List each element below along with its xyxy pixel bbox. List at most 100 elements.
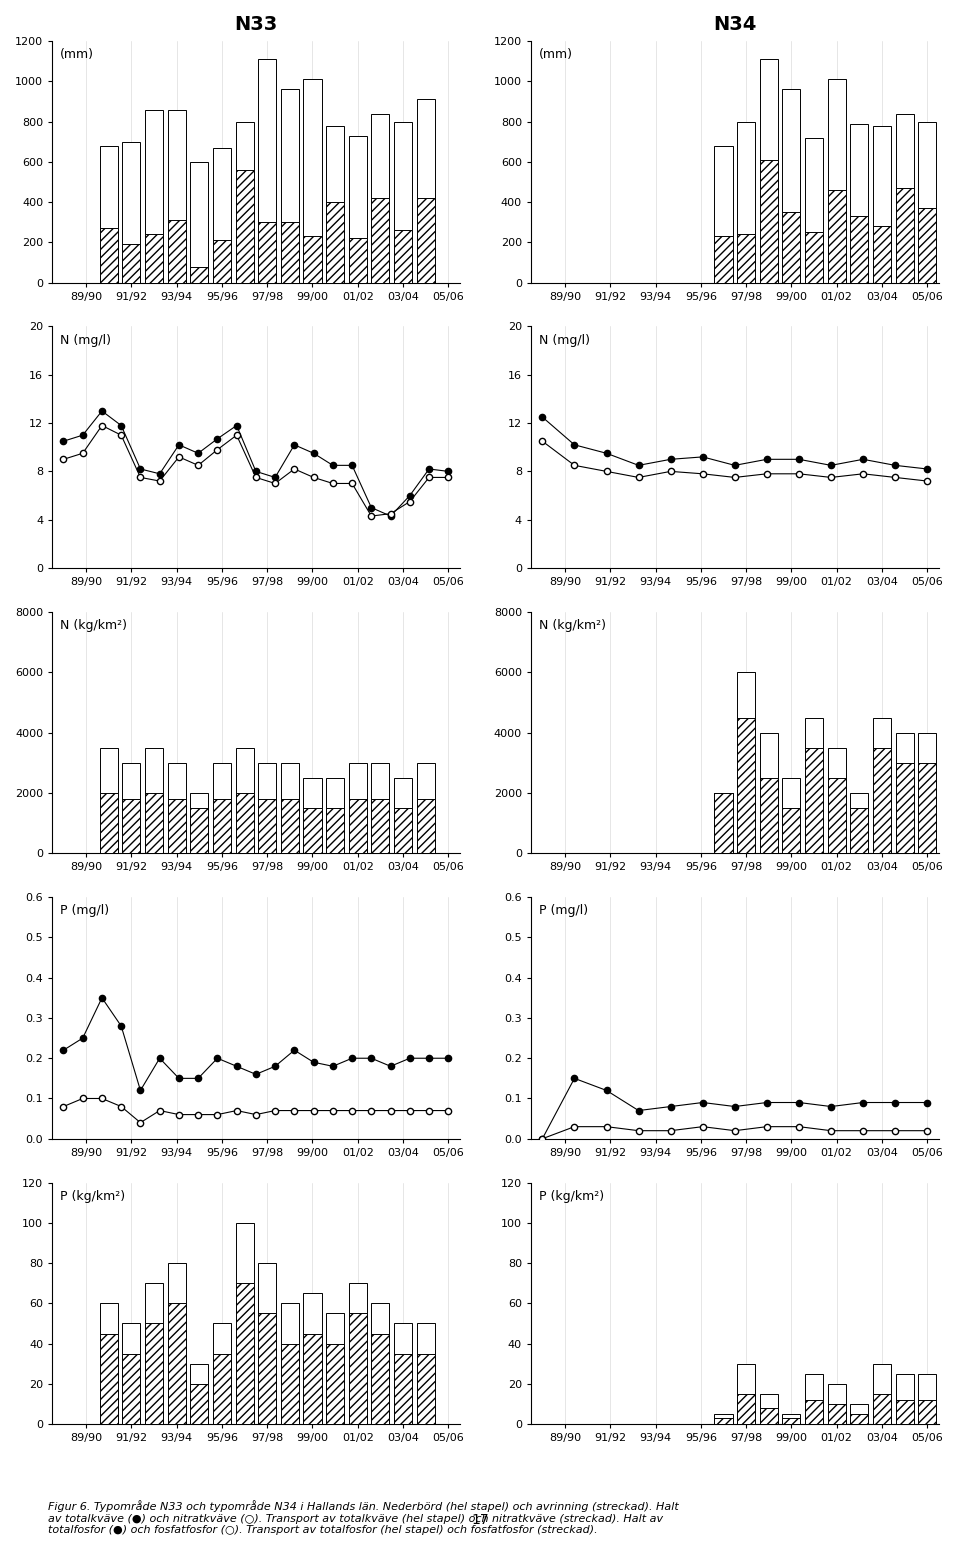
Text: (mm): (mm) [60, 48, 94, 62]
Bar [394, 230, 412, 282]
Bar [190, 1364, 208, 1424]
Bar [213, 762, 231, 853]
Bar [804, 717, 823, 853]
Bar [417, 99, 435, 282]
Bar [235, 748, 253, 853]
Bar [851, 216, 869, 282]
Bar [326, 778, 345, 853]
Bar [348, 1313, 367, 1424]
Bar [372, 114, 390, 282]
Bar [372, 762, 390, 853]
Bar [851, 809, 869, 853]
Bar [714, 793, 732, 853]
Bar [303, 1333, 322, 1424]
Bar [759, 160, 778, 282]
Bar [168, 221, 185, 282]
Bar [372, 198, 390, 282]
Bar [190, 809, 208, 853]
Bar [348, 1284, 367, 1424]
Bar [759, 1409, 778, 1424]
Bar [326, 1344, 345, 1424]
Text: N (kg/km²): N (kg/km²) [540, 619, 606, 633]
Bar [213, 799, 231, 853]
Bar [851, 793, 869, 853]
Bar [258, 59, 276, 282]
Bar [100, 145, 118, 282]
Bar [759, 733, 778, 853]
Bar [828, 190, 846, 282]
Bar [782, 778, 801, 853]
Bar [326, 202, 345, 282]
Bar [168, 110, 185, 282]
Bar [918, 1373, 936, 1424]
Bar [417, 1353, 435, 1424]
Bar [190, 162, 208, 282]
Bar [145, 235, 163, 282]
Bar [896, 188, 914, 282]
Text: P (mg/l): P (mg/l) [60, 904, 109, 918]
Bar [896, 114, 914, 282]
Bar [737, 1364, 756, 1424]
Bar [804, 1400, 823, 1424]
Bar [873, 748, 891, 853]
Bar [122, 244, 140, 282]
Bar [326, 125, 345, 282]
Bar [759, 1393, 778, 1424]
Text: P (kg/km²): P (kg/km²) [540, 1190, 604, 1204]
Title: N34: N34 [713, 15, 756, 34]
Bar [190, 267, 208, 282]
Bar [737, 717, 756, 853]
Bar [326, 1313, 345, 1424]
Bar [303, 1293, 322, 1424]
Bar [168, 1304, 185, 1424]
Text: P (kg/km²): P (kg/km²) [60, 1190, 126, 1204]
Bar [100, 793, 118, 853]
Bar [417, 762, 435, 853]
Bar [873, 1364, 891, 1424]
Bar [782, 1418, 801, 1424]
Bar [145, 793, 163, 853]
Bar [759, 778, 778, 853]
Bar [235, 793, 253, 853]
Bar [122, 1324, 140, 1424]
Bar [303, 809, 322, 853]
Bar [417, 1324, 435, 1424]
Bar [213, 1324, 231, 1424]
Text: (mm): (mm) [540, 48, 573, 62]
Bar [851, 1404, 869, 1424]
Bar [394, 1324, 412, 1424]
Bar [918, 1400, 936, 1424]
Text: 17: 17 [471, 1514, 489, 1528]
Bar [145, 110, 163, 282]
Bar [828, 748, 846, 853]
Bar [168, 1264, 185, 1424]
Bar [235, 170, 253, 282]
Bar [303, 236, 322, 282]
Bar [258, 1313, 276, 1424]
Bar [851, 123, 869, 282]
Bar [303, 79, 322, 282]
Bar [896, 762, 914, 853]
Bar [918, 208, 936, 282]
Bar [348, 762, 367, 853]
Bar [280, 222, 299, 282]
Bar [394, 778, 412, 853]
Bar [759, 59, 778, 282]
Bar [737, 1393, 756, 1424]
Bar [145, 748, 163, 853]
Bar [258, 762, 276, 853]
Bar [394, 122, 412, 282]
Bar [122, 762, 140, 853]
Bar [100, 1304, 118, 1424]
Bar [280, 1304, 299, 1424]
Bar [714, 793, 732, 853]
Bar [873, 717, 891, 853]
Bar [145, 1324, 163, 1424]
Bar [372, 799, 390, 853]
Bar [326, 809, 345, 853]
Bar [258, 222, 276, 282]
Bar [873, 1393, 891, 1424]
Bar [372, 1333, 390, 1424]
Bar [782, 809, 801, 853]
Bar [737, 673, 756, 853]
